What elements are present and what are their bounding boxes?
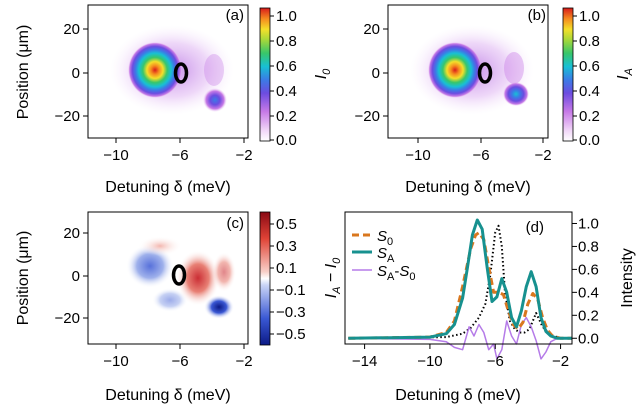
legend-label-diff: SA-S0 — [377, 263, 416, 283]
y-tick-label: −20 — [55, 108, 80, 125]
x-tick-label: −6 — [472, 147, 489, 164]
panel-c: (c) −10 −6 −2 20 0 −20 Detuning δ (meV) … — [15, 211, 343, 404]
y-tick-label: 20 — [63, 225, 80, 242]
colorbar-tick: 0.2 — [579, 108, 600, 125]
x-tick-label: −6 — [487, 353, 504, 370]
colorbar: 0.5 0.3 0.1 −0.1 −0.3 −0.5 IA − I0 — [259, 211, 343, 346]
x-ticks: −14 −10 −6 −2 — [352, 344, 569, 370]
x-tick-label: −10 — [103, 147, 128, 164]
y-tick-label: 0.4 — [578, 284, 599, 301]
y-tick-label: −20 — [55, 310, 80, 327]
x-tick-label: −2 — [235, 353, 252, 370]
colorbar-tick: 0.1 — [276, 260, 297, 277]
series-line-sa-s0 — [348, 316, 572, 360]
y-tick-label: 0.6 — [578, 261, 599, 278]
y-tick-label: −20 — [355, 108, 380, 125]
panel-a: (a) −10 −6 −2 20 0 −20 Detuning δ (meV) … — [15, 4, 333, 196]
colorbar-tick: −0.1 — [276, 282, 306, 299]
x-axis-label: Detuning δ (meV) — [395, 387, 520, 404]
colorbar-tick: 0.8 — [579, 33, 600, 50]
x-tick-label: −2 — [552, 353, 569, 370]
axes-frame — [344, 211, 573, 345]
y-ticks: 1.0 0.8 0.6 0.4 0.2 0.0 — [572, 215, 599, 347]
axes-frame — [87, 211, 249, 345]
colorbar: 1.0 0.8 0.6 0.4 0.2 0.0 IA — [562, 7, 635, 149]
y-tick-label: 0.8 — [578, 238, 599, 255]
colorbar-tick: 0.0 — [579, 132, 600, 149]
y-ticks: 20 0 −20 — [55, 21, 88, 125]
heatmap-b — [388, 5, 548, 138]
ring-marker — [171, 264, 187, 286]
colorbar-tick: −0.5 — [276, 326, 306, 343]
panel-b: (b) −10 −6 −2 20 0 −20 Detuning δ (meV) … — [355, 4, 635, 196]
panel-label: (c) — [227, 215, 245, 232]
x-tick-label: −10 — [417, 353, 442, 370]
y-axis-label: Position (μm) — [15, 25, 32, 120]
x-tick-label: −6 — [171, 353, 188, 370]
y-ticks: 20 0 −20 — [355, 21, 388, 125]
colorbar-tick: 0.5 — [276, 216, 297, 233]
panel-label: (d) — [526, 219, 544, 236]
series-line-sa — [348, 218, 572, 340]
y-tick-label: 1.0 — [578, 215, 599, 232]
panel-label: (a) — [226, 7, 244, 24]
colorbar-tick: 0.6 — [276, 58, 297, 75]
colorbar-tick: 0.8 — [276, 33, 297, 50]
colorbar-tick: 0.4 — [579, 83, 600, 100]
colorbar-label: IA − I0 — [323, 257, 343, 298]
y-tick-label: 0.2 — [578, 307, 599, 324]
x-tick-label: −14 — [352, 353, 377, 370]
y-ticks: 20 0 −20 — [55, 225, 88, 327]
x-axis-label: Detuning δ (meV) — [105, 179, 230, 196]
y-tick-label: 0 — [372, 65, 380, 82]
colorbar-label: I0 — [313, 68, 333, 79]
line-plot — [348, 218, 572, 360]
x-tick-label: −6 — [171, 147, 188, 164]
heatmap-a — [88, 5, 248, 138]
x-ticks: −10 −6 −2 — [405, 138, 552, 164]
ring-marker — [173, 62, 189, 84]
colorbar-tick: 0.0 — [276, 132, 297, 149]
series-line-reference — [348, 224, 572, 340]
series-line-s0 — [348, 231, 572, 340]
colorbar: 1.0 0.8 0.6 0.4 0.2 0.0 I0 — [259, 7, 333, 149]
panel-label: (b) — [528, 7, 546, 24]
y-tick-label: 0 — [72, 268, 80, 285]
x-tick-label: −2 — [235, 147, 252, 164]
colorbar-tick: 1.0 — [579, 8, 600, 25]
y-tick-label: 20 — [63, 21, 80, 38]
y-tick-label: 0.0 — [578, 330, 599, 347]
x-ticks: −10 −6 −2 — [103, 344, 253, 370]
colorbar-label: IA — [615, 68, 635, 80]
panel-d: (d) −14 −10 −6 −2 1.0 0.8 0.6 0.4 0.2 0.0 Detuni… — [344, 211, 636, 404]
heatmap-c — [88, 212, 248, 344]
colorbar-tick: 0.3 — [276, 238, 297, 255]
colorbar-tick: −0.3 — [276, 304, 306, 321]
colorbar-tick: 0.2 — [276, 108, 297, 125]
x-tick-label: −10 — [405, 147, 430, 164]
legend: S0 SA SA-S0 — [352, 228, 416, 283]
x-tick-label: −10 — [103, 353, 128, 370]
legend-label-sa: SA — [377, 245, 395, 265]
y-axis-label: Intensity — [619, 248, 636, 308]
x-axis-label: Detuning δ (meV) — [405, 179, 530, 196]
ring-marker — [477, 62, 493, 84]
x-axis-label: Detuning δ (meV) — [105, 387, 230, 404]
axes-frame — [387, 4, 549, 139]
colorbar-tick: 1.0 — [276, 8, 297, 25]
x-tick-label: −2 — [534, 147, 551, 164]
axes-frame — [87, 4, 249, 139]
y-tick-label: 20 — [363, 21, 380, 38]
colorbar-tick: 0.4 — [276, 83, 297, 100]
colorbar-tick: 0.6 — [579, 58, 600, 75]
y-axis-label: Position (μm) — [15, 231, 32, 326]
x-ticks: −10 −6 −2 — [103, 138, 253, 164]
y-tick-label: 0 — [72, 65, 80, 82]
